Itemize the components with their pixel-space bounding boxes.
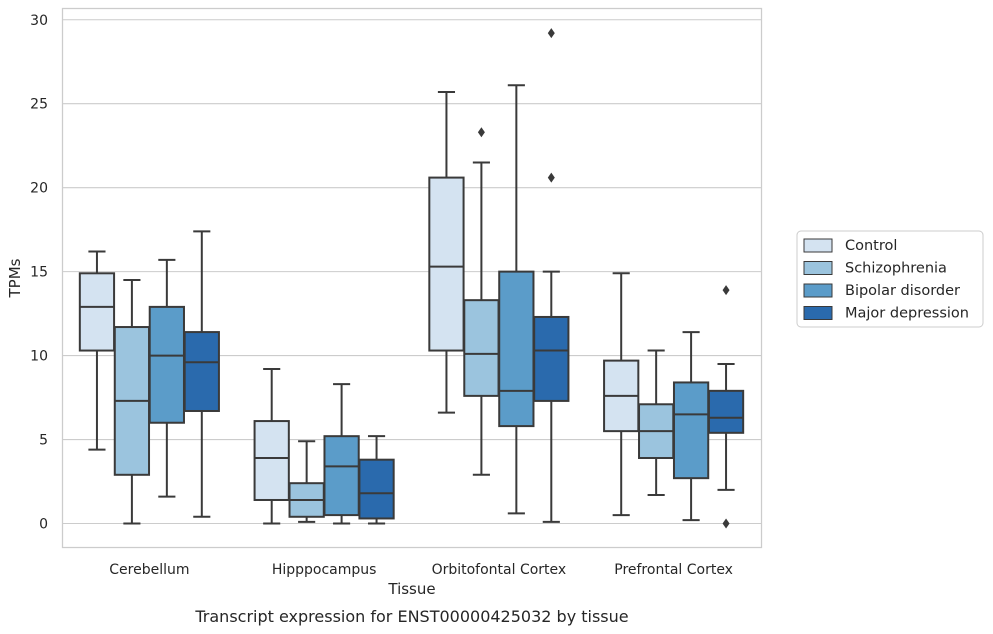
box [533, 28, 570, 523]
x-tick-label: Prefrontal Cortex [614, 562, 733, 578]
box-body [183, 331, 220, 412]
x-tick-label: Orbitofontal Cortex [432, 562, 567, 578]
legend-label: Control [845, 238, 897, 254]
box-body [78, 272, 116, 352]
box [253, 368, 290, 525]
legend: Control Schizophrenia Bipolar disorder Majo… [796, 230, 984, 328]
box [672, 331, 710, 522]
y-tick-label: 5 [39, 433, 48, 449]
y-tick-label: 10 [30, 349, 48, 365]
y-tick-label: 20 [30, 181, 48, 197]
box-body [358, 458, 395, 520]
outlier-point [547, 172, 555, 183]
box [113, 279, 151, 525]
box [638, 349, 675, 496]
legend-swatch [803, 238, 833, 253]
plot-frame [61, 7, 763, 549]
box-body [672, 381, 710, 480]
box-body [707, 389, 745, 434]
x-tick-label: Cerebellum [109, 562, 189, 578]
axis-ticks: 0 5 10 15 20 25 30 Cerebellum Hipppocampus Orbito… [30, 13, 733, 578]
box-body [428, 176, 465, 352]
y-tick-label: 30 [30, 13, 48, 29]
box [183, 230, 220, 518]
plot-area [78, 28, 745, 529]
legend-label: Bipolar disorder [845, 283, 960, 299]
outlier-point [477, 127, 485, 138]
chart-caption: Transcript expression for ENST0000042503… [194, 607, 628, 626]
outlier-point [547, 28, 555, 39]
box-body [148, 305, 185, 424]
box-body [498, 270, 535, 428]
box [603, 272, 640, 517]
box [358, 435, 395, 525]
box [288, 440, 325, 523]
y-tick-label: 25 [30, 97, 48, 113]
box [707, 285, 745, 529]
box [78, 250, 116, 451]
outlier-point [722, 285, 730, 296]
y-tick-label: 0 [39, 516, 48, 532]
box-body [463, 299, 500, 397]
legend-swatch [803, 261, 833, 275]
legend-label: Schizophrenia [845, 261, 947, 277]
box [463, 127, 500, 476]
legend-box [796, 230, 984, 328]
box [498, 84, 535, 515]
y-axis-title: TPMs [6, 258, 24, 298]
legend-swatch [803, 306, 833, 320]
x-axis-title: Tissue [387, 580, 435, 598]
box-body [323, 435, 360, 517]
x-tick-label: Hipppocampus [272, 562, 377, 578]
box [428, 90, 465, 414]
outlier-point [722, 518, 730, 529]
box [148, 258, 185, 498]
box [323, 383, 360, 525]
box-body [253, 420, 290, 501]
y-tick-label: 15 [30, 265, 48, 281]
box-body [533, 315, 570, 402]
legend-swatch [803, 283, 833, 298]
legend-label: Major depression [845, 306, 969, 322]
